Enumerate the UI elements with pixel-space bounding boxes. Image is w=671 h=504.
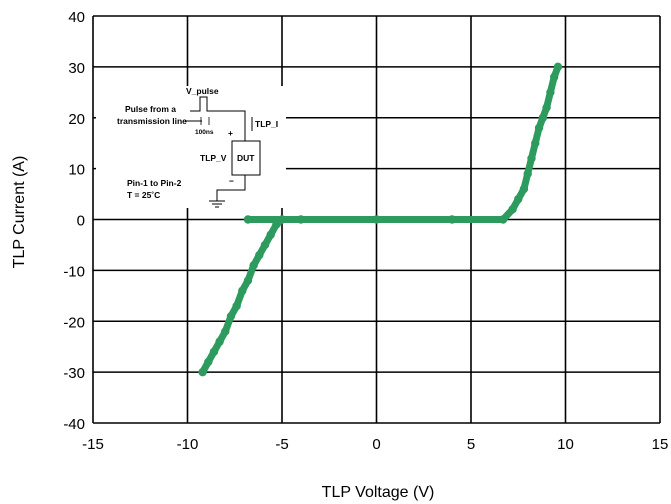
inset-source-label-1: Pulse from a bbox=[125, 104, 176, 114]
y-tick-label: -10 bbox=[63, 263, 85, 280]
data-point bbox=[260, 240, 270, 250]
data-point bbox=[508, 205, 517, 214]
y-tick-label: 20 bbox=[68, 111, 85, 128]
dut-box bbox=[231, 140, 261, 176]
x-tick-label: -15 bbox=[82, 436, 104, 453]
data-point bbox=[277, 215, 287, 224]
inset-minus-label: − bbox=[229, 176, 234, 186]
x-tick-label: -10 bbox=[177, 436, 199, 453]
data-point bbox=[549, 72, 559, 82]
inset-condition-1: Pin-1 to Pin-2 bbox=[127, 178, 182, 188]
data-point bbox=[523, 169, 532, 178]
data-point bbox=[372, 215, 381, 224]
inset-ground-wire bbox=[216, 175, 246, 201]
y-tick-label: -40 bbox=[63, 416, 85, 433]
data-point bbox=[198, 367, 207, 377]
data-point bbox=[534, 123, 544, 133]
data-point bbox=[243, 215, 253, 224]
data-point bbox=[226, 311, 236, 321]
data-point bbox=[296, 215, 306, 224]
data-point bbox=[243, 276, 253, 285]
data-point bbox=[447, 215, 457, 224]
data-point bbox=[519, 184, 529, 194]
data-point bbox=[221, 327, 230, 336]
y-tick-label: -30 bbox=[63, 365, 85, 382]
data-point bbox=[514, 194, 523, 204]
inset-condition-2: T = 25˚C bbox=[127, 190, 160, 200]
data-point bbox=[209, 347, 219, 356]
data-point bbox=[546, 88, 555, 97]
y-tick-label: 0 bbox=[77, 213, 85, 230]
x-tick-label: 5 bbox=[467, 436, 475, 453]
y-tick-label: -20 bbox=[63, 314, 85, 331]
x-tick-label: -5 bbox=[275, 436, 288, 453]
inset-top-wire bbox=[214, 110, 246, 141]
y-axis-label: TLP Current (A) bbox=[11, 156, 28, 269]
data-point bbox=[531, 138, 540, 148]
inset-voltage-label: TLP_V bbox=[200, 153, 227, 163]
x-tick-label: 10 bbox=[557, 436, 574, 453]
data-point bbox=[527, 154, 536, 163]
data-point bbox=[538, 113, 548, 122]
x-tick-label: 0 bbox=[372, 436, 380, 453]
y-tick-label: 40 bbox=[68, 9, 85, 26]
y-tick-label: 30 bbox=[68, 60, 85, 77]
data-point bbox=[204, 357, 213, 367]
data-point bbox=[255, 250, 264, 260]
ground-icon bbox=[209, 200, 225, 208]
inset-width-label: 100ns bbox=[195, 129, 214, 136]
data-point bbox=[266, 230, 275, 239]
inset-current-label: TLP_I bbox=[255, 119, 278, 129]
series-tlp bbox=[198, 62, 563, 377]
data-point bbox=[542, 103, 551, 112]
test-circuit-inset: V_pulse Pulse from a transmission line 1… bbox=[96, 86, 286, 208]
inset-source-label-2: transmission line bbox=[117, 116, 187, 126]
inset-plus-label: + bbox=[228, 128, 233, 138]
data-point bbox=[232, 301, 241, 311]
inset-dut-label: DUT bbox=[237, 153, 255, 163]
data-point bbox=[249, 261, 258, 270]
data-point bbox=[215, 337, 224, 346]
inset-pulse-label: V_pulse bbox=[186, 86, 219, 96]
y-tick-label: 10 bbox=[68, 162, 85, 179]
x-tick-label: 15 bbox=[652, 436, 669, 453]
data-point bbox=[272, 220, 281, 229]
data-point bbox=[238, 286, 247, 295]
pulse-waveform-icon bbox=[190, 96, 214, 112]
x-axis-label: TLP Voltage (V) bbox=[322, 484, 435, 501]
data-point bbox=[553, 62, 563, 72]
tick-labels: -15 -10 -5 0 5 10 15 40 30 20 10 0 -10 -20 -30 -40 bbox=[63, 9, 668, 453]
data-point bbox=[498, 215, 508, 224]
